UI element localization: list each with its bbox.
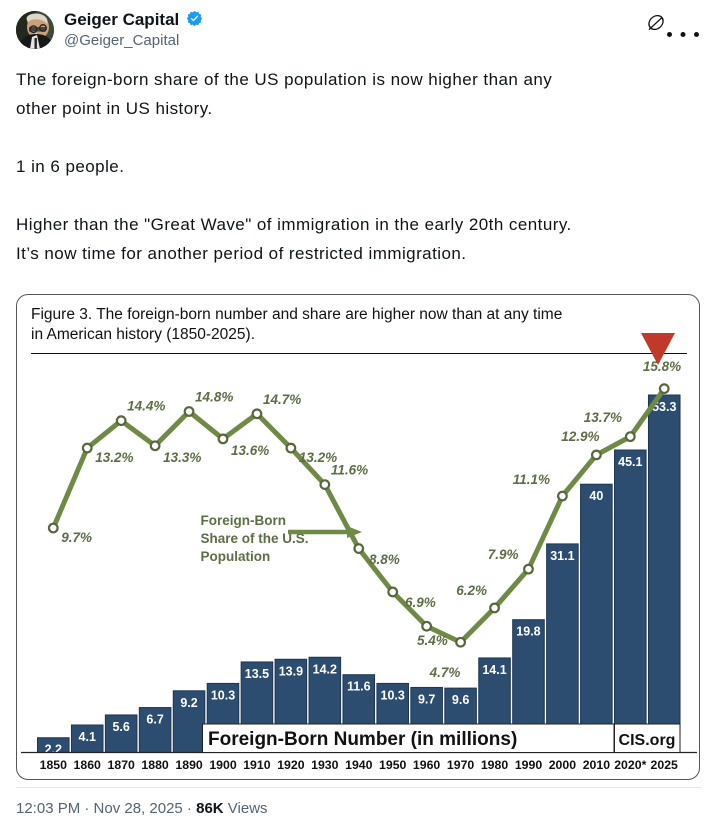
svg-text:9.7%: 9.7% bbox=[61, 530, 92, 545]
svg-text:13.6%: 13.6% bbox=[231, 443, 269, 458]
svg-text:1920: 1920 bbox=[277, 758, 305, 772]
svg-text:19.8: 19.8 bbox=[516, 625, 540, 639]
svg-text:1950: 1950 bbox=[379, 758, 407, 772]
svg-text:1870: 1870 bbox=[108, 758, 136, 772]
svg-text:1850: 1850 bbox=[40, 758, 68, 772]
svg-text:13.3%: 13.3% bbox=[163, 450, 201, 465]
svg-text:6.9%: 6.9% bbox=[405, 595, 436, 610]
svg-text:2020*: 2020* bbox=[614, 758, 646, 772]
svg-text:14.2: 14.2 bbox=[313, 662, 337, 676]
svg-text:11.6%: 11.6% bbox=[331, 463, 368, 478]
svg-text:9.7: 9.7 bbox=[418, 692, 435, 706]
svg-text:14.7%: 14.7% bbox=[263, 392, 301, 407]
svg-text:14.8%: 14.8% bbox=[195, 390, 233, 405]
svg-text:13.2%: 13.2% bbox=[95, 450, 133, 465]
svg-text:Foreign-Born: Foreign-Born bbox=[201, 513, 287, 528]
svg-text:1990: 1990 bbox=[515, 758, 543, 772]
svg-text:5.6: 5.6 bbox=[112, 720, 129, 734]
svg-text:1890: 1890 bbox=[175, 758, 203, 772]
svg-text:8.8%: 8.8% bbox=[369, 552, 400, 567]
svg-text:10.3: 10.3 bbox=[381, 688, 405, 702]
svg-text:1970: 1970 bbox=[447, 758, 475, 772]
svg-text:1980: 1980 bbox=[481, 758, 509, 772]
svg-text:4.1: 4.1 bbox=[79, 730, 96, 744]
svg-text:2025: 2025 bbox=[651, 758, 679, 772]
svg-text:11.1%: 11.1% bbox=[513, 472, 550, 487]
svg-text:1960: 1960 bbox=[413, 758, 441, 772]
svg-text:7.9%: 7.9% bbox=[488, 547, 519, 562]
svg-text:2.2: 2.2 bbox=[45, 743, 62, 757]
svg-text:13.9: 13.9 bbox=[279, 664, 303, 678]
svg-text:45.1: 45.1 bbox=[618, 455, 642, 469]
svg-text:CIS.org: CIS.org bbox=[619, 732, 676, 749]
svg-text:4.7%: 4.7% bbox=[429, 665, 461, 680]
svg-text:31.1: 31.1 bbox=[550, 549, 574, 563]
svg-text:2010: 2010 bbox=[583, 758, 611, 772]
svg-text:6.7: 6.7 bbox=[146, 713, 163, 727]
svg-text:15.8%: 15.8% bbox=[643, 359, 681, 374]
svg-text:12.9%: 12.9% bbox=[561, 429, 599, 444]
svg-text:1900: 1900 bbox=[209, 758, 237, 772]
svg-text:6.2%: 6.2% bbox=[456, 583, 487, 598]
svg-text:1930: 1930 bbox=[311, 758, 339, 772]
svg-text:1910: 1910 bbox=[243, 758, 271, 772]
svg-text:2000: 2000 bbox=[549, 758, 577, 772]
svg-text:9.2: 9.2 bbox=[180, 696, 197, 710]
svg-text:40: 40 bbox=[589, 489, 603, 503]
svg-text:14.4%: 14.4% bbox=[127, 399, 165, 414]
svg-text:Population: Population bbox=[201, 549, 271, 564]
svg-text:1860: 1860 bbox=[74, 758, 102, 772]
svg-text:1940: 1940 bbox=[345, 758, 373, 772]
svg-text:9.6: 9.6 bbox=[452, 693, 469, 707]
svg-text:10.3: 10.3 bbox=[211, 688, 235, 702]
svg-text:14.1: 14.1 bbox=[482, 663, 506, 677]
svg-text:Foreign-Born Number (in millio: Foreign-Born Number (in millions) bbox=[208, 729, 517, 750]
svg-text:13.5: 13.5 bbox=[245, 667, 269, 681]
svg-text:5.4%: 5.4% bbox=[417, 633, 448, 648]
svg-text:13.7%: 13.7% bbox=[584, 410, 622, 425]
svg-text:1880: 1880 bbox=[141, 758, 169, 772]
svg-text:11.6: 11.6 bbox=[347, 680, 371, 694]
